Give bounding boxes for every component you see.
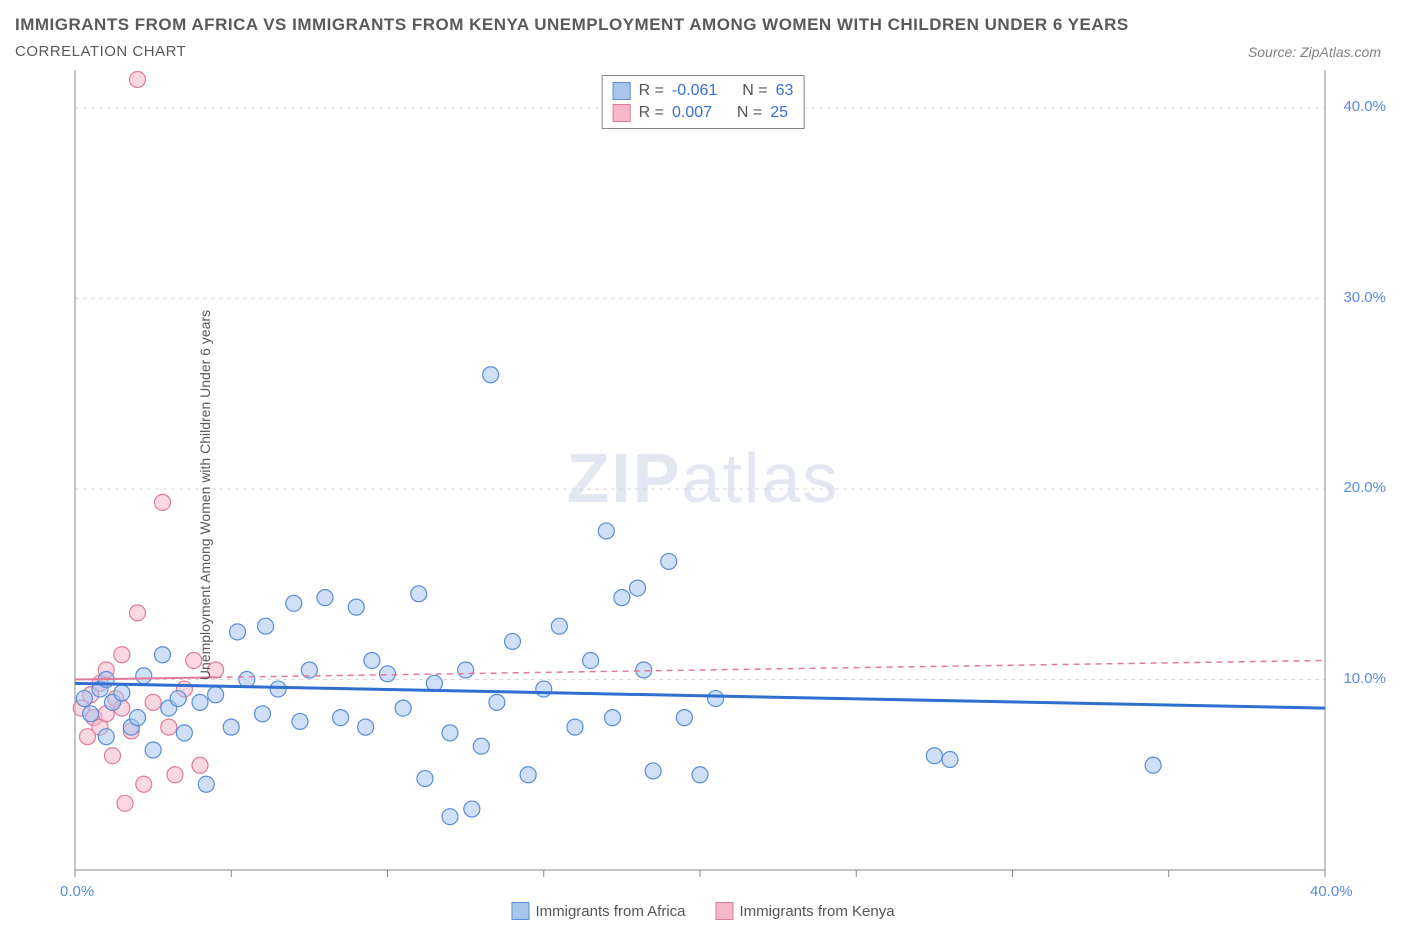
title-block: IMMIGRANTS FROM AFRICA VS IMMIGRANTS FRO… xyxy=(15,15,1129,60)
y-axis-label: Unemployment Among Women with Children U… xyxy=(197,310,213,680)
series-legend: Immigrants from Africa Immigrants from Ke… xyxy=(511,902,894,920)
legend-n-label: N = xyxy=(742,82,767,100)
x-tick-label: 0.0% xyxy=(60,883,94,900)
legend-series-label: Immigrants from Kenya xyxy=(739,903,894,920)
correlation-legend: R = -0.061 N = 63 R = 0.007 N = 25 xyxy=(602,75,805,129)
legend-n-value: 63 xyxy=(776,82,794,100)
y-tick-label: 20.0% xyxy=(1343,479,1386,496)
scatter-chart xyxy=(15,70,1391,920)
legend-stat-row: R = 0.007 N = 25 xyxy=(613,102,794,124)
y-tick-label: 10.0% xyxy=(1343,670,1386,687)
legend-n-label: N = xyxy=(737,104,762,122)
legend-swatch xyxy=(613,82,631,100)
y-tick-label: 40.0% xyxy=(1343,98,1386,115)
legend-r-value: 0.007 xyxy=(672,104,712,122)
legend-series-label: Immigrants from Africa xyxy=(535,903,685,920)
legend-series-item: Immigrants from Kenya xyxy=(715,902,894,920)
legend-n-value: 25 xyxy=(770,104,788,122)
legend-swatch xyxy=(715,902,733,920)
chart-container: Unemployment Among Women with Children U… xyxy=(15,70,1391,920)
legend-r-label: R = xyxy=(639,82,664,100)
legend-r-value: -0.061 xyxy=(672,82,717,100)
legend-series-item: Immigrants from Africa xyxy=(511,902,685,920)
legend-stat-row: R = -0.061 N = 63 xyxy=(613,80,794,102)
title-line1: IMMIGRANTS FROM AFRICA VS IMMIGRANTS FRO… xyxy=(15,15,1129,35)
y-tick-label: 30.0% xyxy=(1343,289,1386,306)
title-line2: CORRELATION CHART xyxy=(15,43,1129,60)
legend-r-label: R = xyxy=(639,104,664,122)
chart-header: IMMIGRANTS FROM AFRICA VS IMMIGRANTS FRO… xyxy=(15,15,1391,60)
legend-swatch xyxy=(511,902,529,920)
source-label: Source: ZipAtlas.com xyxy=(1248,44,1391,60)
legend-swatch xyxy=(613,104,631,122)
x-tick-label: 40.0% xyxy=(1310,883,1353,900)
